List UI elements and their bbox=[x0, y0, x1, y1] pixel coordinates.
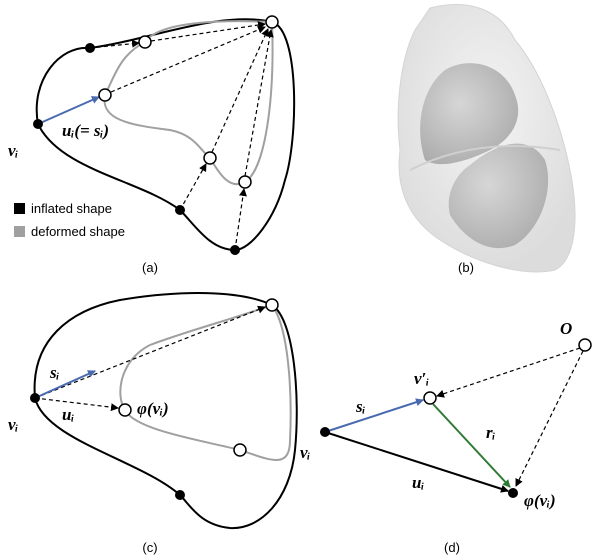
point-O bbox=[578, 338, 592, 352]
panel-b: (b) bbox=[397, 4, 576, 275]
arrow-s bbox=[34, 370, 96, 399]
label-v: vᵢ bbox=[8, 415, 19, 434]
legend-label: deformed shape bbox=[31, 224, 125, 239]
legend-swatch bbox=[14, 203, 25, 214]
panel-label: (a) bbox=[142, 260, 158, 275]
label-v: vᵢ bbox=[300, 443, 311, 462]
inflated-curve bbox=[33, 292, 298, 530]
point-vprime bbox=[423, 391, 437, 405]
legend-swatch bbox=[14, 226, 25, 237]
inflated-points bbox=[33, 43, 240, 255]
label-O: O bbox=[560, 319, 572, 338]
label-phi: φ(vᵢ) bbox=[137, 399, 169, 418]
point-v bbox=[320, 427, 330, 437]
arrow-s bbox=[324, 398, 424, 433]
arrow-r bbox=[432, 403, 511, 488]
arrow-u bbox=[37, 96, 100, 125]
panel-d: sᵢ vᵢ v′ᵢ rᵢ uᵢ O φ(vᵢ) (d) bbox=[300, 319, 592, 555]
label-r: rᵢ bbox=[486, 423, 496, 442]
label-s: sᵢ bbox=[355, 397, 366, 416]
panel-label: (c) bbox=[142, 540, 157, 555]
correspondences bbox=[89, 21, 274, 251]
lung-inner bbox=[448, 143, 549, 249]
point-phi bbox=[508, 488, 518, 498]
dashed-lines bbox=[436, 347, 584, 487]
panel-label: (b) bbox=[458, 260, 474, 275]
deformed-points bbox=[98, 15, 279, 189]
deformed-curve bbox=[119, 304, 292, 461]
arrow-u bbox=[324, 431, 509, 493]
label-v: vᵢ bbox=[8, 141, 19, 160]
label-s: sᵢ bbox=[49, 363, 60, 382]
label-phi: φ(vᵢ) bbox=[524, 491, 556, 510]
correspondences bbox=[34, 305, 266, 412]
label-u: uᵢ bbox=[412, 473, 424, 492]
legend-label: inflated shape bbox=[31, 201, 112, 216]
label-vprime: v′ᵢ bbox=[414, 369, 429, 388]
panel-label: (d) bbox=[444, 540, 460, 555]
panel-a: vᵢ uᵢ(= sᵢ) inflated shape deformed shap… bbox=[8, 15, 296, 275]
lung-edge bbox=[409, 145, 561, 171]
inflated-points bbox=[30, 393, 185, 500]
label-u: uᵢ bbox=[62, 405, 74, 424]
lung-inner bbox=[420, 63, 519, 165]
panel-c: sᵢ vᵢ uᵢ φ(vᵢ) (c) bbox=[8, 292, 298, 555]
label-u-eq-s: uᵢ(= sᵢ) bbox=[62, 121, 109, 140]
deformed-points bbox=[118, 298, 279, 457]
